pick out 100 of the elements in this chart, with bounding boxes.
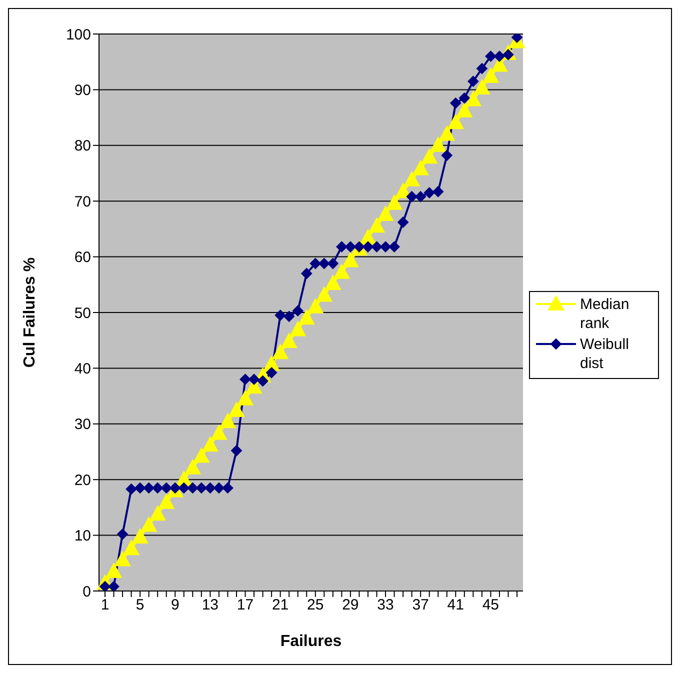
- point: [456, 102, 472, 118]
- point: [126, 484, 137, 495]
- point: [123, 540, 140, 556]
- point: [307, 298, 324, 314]
- point: [430, 136, 446, 152]
- point: [415, 191, 426, 202]
- point: [406, 191, 418, 202]
- point: [465, 91, 482, 106]
- x-tick-label: 5: [136, 596, 144, 614]
- point: [274, 310, 286, 321]
- point: [143, 482, 154, 494]
- point: [441, 150, 452, 161]
- point: [228, 402, 244, 418]
- point: [237, 390, 254, 406]
- point: [106, 563, 122, 578]
- point: [178, 482, 190, 494]
- point: [202, 436, 218, 452]
- point: [450, 98, 462, 109]
- x-tick-label: 33: [377, 596, 394, 614]
- point: [362, 241, 374, 252]
- point: [388, 241, 400, 252]
- x-tick-label: 37: [412, 596, 429, 614]
- point: [494, 50, 505, 62]
- point: [342, 252, 358, 268]
- legend-label: Median rank: [580, 295, 630, 333]
- point: [160, 482, 172, 494]
- point: [476, 63, 488, 74]
- point: [187, 482, 198, 494]
- y-tick-label: 40: [74, 360, 91, 378]
- point: [412, 160, 429, 176]
- point: [398, 216, 409, 228]
- point: [292, 305, 304, 316]
- y-tick-label: 100: [66, 26, 91, 44]
- point: [458, 92, 470, 104]
- point: [248, 374, 260, 385]
- point: [266, 367, 278, 378]
- point: [196, 482, 207, 494]
- point: [114, 551, 131, 566]
- point: [421, 148, 438, 164]
- point: [134, 482, 146, 494]
- point: [368, 218, 385, 233]
- point: [324, 275, 341, 290]
- y-tick-label: 50: [74, 304, 91, 322]
- point: [152, 482, 164, 494]
- point: [378, 206, 394, 221]
- x-axis-title: Failures: [280, 633, 342, 650]
- y-tick-label: 90: [74, 82, 91, 100]
- point: [281, 332, 298, 348]
- point: [150, 506, 166, 521]
- point: [386, 194, 402, 210]
- point: [290, 321, 306, 336]
- x-tick-label: 45: [482, 596, 500, 614]
- point: [482, 68, 499, 83]
- point: [158, 494, 174, 509]
- point: [204, 482, 216, 494]
- point: [327, 258, 338, 269]
- x-tick-label: 9: [170, 596, 180, 614]
- y-axis-title: Cul Failures %: [22, 257, 39, 368]
- point: [257, 376, 268, 387]
- point: [272, 344, 288, 360]
- point: [336, 241, 348, 252]
- point: [240, 374, 251, 385]
- x-tick-label: 21: [272, 596, 289, 614]
- point: [230, 445, 242, 456]
- y-tick-label: 0: [82, 583, 91, 600]
- point: [117, 528, 128, 540]
- point: [140, 516, 157, 532]
- point: [108, 581, 120, 591]
- y-tick-label: 10: [74, 528, 91, 545]
- y-tick-label: 80: [74, 138, 91, 155]
- point: [222, 482, 234, 494]
- point: [310, 258, 321, 269]
- point: [298, 310, 315, 325]
- point: [334, 264, 350, 279]
- point: [468, 76, 479, 87]
- point: [438, 126, 455, 141]
- point: [404, 171, 420, 186]
- x-tick-label: 17: [236, 596, 254, 614]
- x-tick-label: 29: [342, 596, 359, 614]
- point: [193, 448, 210, 463]
- x-tick-label: 1: [100, 596, 110, 614]
- point: [213, 482, 224, 494]
- y-tick-label: 60: [74, 249, 91, 266]
- point: [432, 186, 444, 198]
- y-tick-label: 30: [74, 416, 91, 434]
- point: [184, 459, 201, 474]
- point: [284, 310, 295, 322]
- x-tick-label: 41: [447, 596, 464, 614]
- x-tick-label: 25: [307, 596, 324, 614]
- point: [371, 241, 382, 252]
- point: [448, 114, 464, 130]
- point: [474, 80, 490, 95]
- point: [132, 528, 148, 544]
- x-tick-label: 13: [202, 596, 219, 614]
- y-tick-label: 20: [74, 472, 91, 489]
- point: [316, 286, 332, 302]
- legend-label: Weibull dist: [580, 335, 630, 373]
- point: [424, 187, 435, 198]
- point: [318, 258, 330, 269]
- point: [220, 413, 236, 428]
